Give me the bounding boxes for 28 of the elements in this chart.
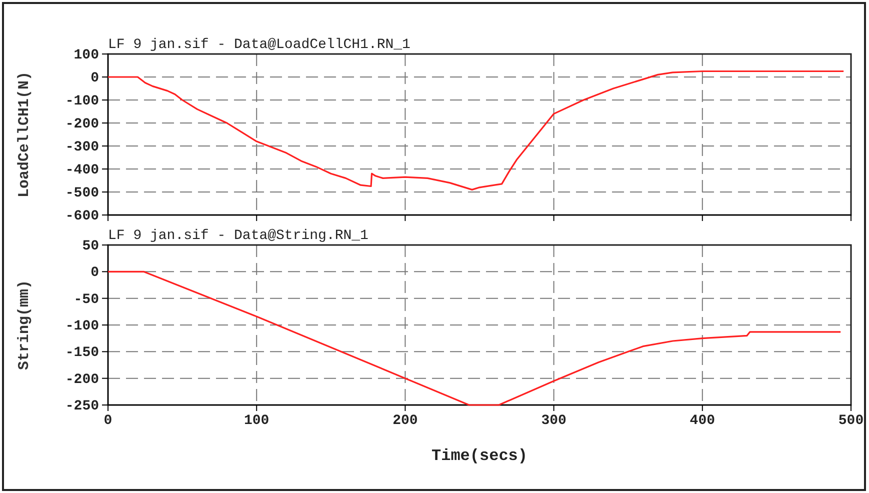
x-tick-label: 200 — [392, 412, 418, 429]
x-tick-label: 300 — [541, 412, 566, 429]
y-tick-label: -300 — [65, 139, 99, 156]
y-tick-label: 0 — [90, 70, 99, 86]
y-tick-label: -150 — [65, 345, 99, 362]
x-axis-title: Time(secs) — [431, 447, 528, 465]
x-tick-label: 500 — [838, 412, 864, 429]
y-axis-title: LoadCellCH1(N) — [16, 71, 33, 198]
y-axis-title: String(mm) — [16, 280, 33, 370]
y-tick-label: -200 — [65, 116, 99, 132]
y-tick-label: 0 — [90, 265, 99, 282]
chart-title: LF 9 jan.sif - Data@LoadCellCH1.RN_1 — [108, 37, 410, 53]
line-series — [107, 270, 842, 406]
y-tick-label: -100 — [65, 93, 99, 110]
y-tick-label: -400 — [65, 162, 99, 178]
line-series — [107, 70, 844, 190]
y-tick-label: -200 — [65, 372, 99, 388]
y-tick-label: 100 — [74, 47, 99, 64]
x-tick-label: 400 — [690, 412, 716, 429]
y-tick-label: -100 — [65, 318, 99, 334]
x-tick-label: 0 — [104, 412, 112, 429]
y-tick-label: -50 — [74, 292, 99, 308]
y-tick-label: 50 — [82, 238, 99, 254]
y-tick-label: -500 — [65, 185, 99, 202]
chart-title: LF 9 jan.sif - Data@String.RN_1 — [108, 228, 368, 244]
y-tick-label: -600 — [65, 208, 99, 224]
y-tick-label: -250 — [65, 398, 99, 414]
x-tick-label: 100 — [244, 412, 270, 429]
